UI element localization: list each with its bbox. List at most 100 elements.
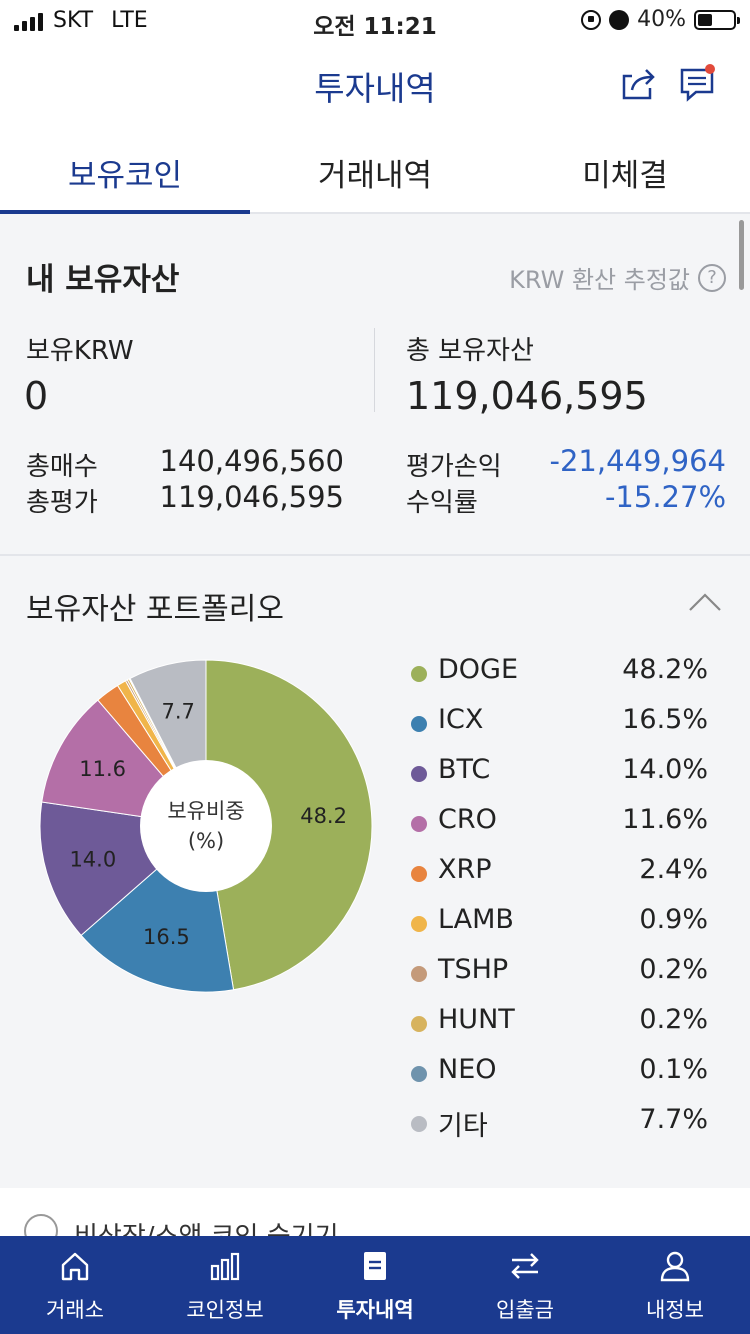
legend-value: 11.6% [622, 804, 708, 835]
legend-swatch [411, 816, 427, 832]
asset-summary: 내 보유자산 KRW 환산 추정값 ? 보유KRW 0 총 보유자산 119,0… [0, 216, 750, 554]
document-icon [364, 1252, 386, 1280]
legend-swatch [411, 1066, 427, 1082]
total-buy-label: 총매수 [26, 452, 98, 482]
legend-label: XRP [438, 854, 492, 885]
legend-item: TSHP 0.2% [408, 954, 718, 1004]
tab-trade-history[interactable]: 거래내역 [317, 158, 433, 194]
carrier: SKT [53, 8, 94, 33]
legend-swatch [411, 666, 427, 682]
legend-label: ICX [438, 704, 484, 735]
legend-value: 2.4% [639, 854, 708, 885]
legend-label: DOGE [438, 654, 519, 685]
slice-label: 7.7 [162, 699, 195, 723]
total-eval-label: 총평가 [26, 488, 98, 518]
app-header: 투자내역 [0, 42, 750, 128]
slice-label: 16.5 [143, 925, 190, 949]
portfolio-legend: DOGE 48.2% ICX 16.5% BTC 14.0% CRO 11.6% XRP 2.4%… [408, 654, 718, 1154]
portfolio-title: 보유자산 포트폴리오 [26, 592, 284, 627]
transfer-icon [511, 1253, 539, 1279]
chat-icon[interactable] [678, 64, 718, 104]
legend-value: 0.2% [639, 1004, 708, 1035]
legend-item: HUNT 0.2% [408, 1004, 718, 1054]
slice-label: 48.2 [300, 804, 347, 828]
legend-label: CRO [438, 804, 497, 835]
tab-open-orders[interactable]: 미체결 [582, 158, 668, 194]
nav-exchange-label: 거래소 [46, 1298, 104, 1322]
legend-label: TSHP [438, 954, 509, 985]
scrollbar[interactable] [739, 220, 744, 290]
chevron-up-icon[interactable] [688, 590, 722, 614]
total-eval-value: 119,046,595 [159, 480, 345, 514]
battery-percent: 40% [637, 7, 686, 32]
alarm-icon [609, 9, 630, 30]
legend-item: CRO 11.6% [408, 804, 718, 854]
help-icon[interactable]: ? [698, 263, 726, 292]
status-bar: SKT LTE 오전 11:21 40% [0, 0, 750, 42]
legend-label: NEO [438, 1054, 497, 1085]
legend-item: NEO 0.1% [408, 1054, 718, 1104]
legend-swatch [411, 766, 427, 782]
total-assets-value: 119,046,595 [406, 374, 648, 418]
nav-investment[interactable]: 투자내역 [300, 1236, 450, 1334]
legend-swatch [411, 716, 427, 732]
tab-holdings[interactable]: 보유코인 [0, 128, 250, 214]
rotation-lock-icon [581, 9, 602, 30]
legend-label: BTC [438, 754, 491, 785]
section-divider [0, 554, 750, 556]
user-icon [660, 1251, 690, 1282]
legend-item: XRP 2.4% [408, 854, 718, 904]
krw-note[interactable]: KRW 환산 추정값 ? [509, 260, 726, 295]
legend-value: 0.9% [639, 904, 708, 935]
nav-coin-info[interactable]: 코인정보 [150, 1236, 300, 1334]
legend-swatch [411, 1016, 427, 1032]
legend-item: BTC 14.0% [408, 754, 718, 804]
home-icon [61, 1252, 89, 1281]
donut-center-unit: (%) [188, 829, 224, 853]
legend-label: LAMB [438, 904, 514, 935]
return-rate-label: 수익률 [406, 488, 478, 518]
nav-coin-info-label: 코인정보 [186, 1298, 264, 1322]
krw-value: 0 [24, 374, 49, 418]
portfolio-donut-chart: 보유비중 (%) 48.2 16.5 14.0 11.6 7.7 [39, 659, 373, 993]
page-title: 투자내역 [314, 69, 436, 108]
nav-exchange[interactable]: 거래소 [0, 1236, 150, 1334]
tab-bar: 보유코인 거래내역 미체결 [0, 128, 750, 214]
legend-swatch [411, 1116, 427, 1132]
slice-label: 14.0 [69, 847, 116, 871]
legend-swatch [411, 866, 427, 882]
total-buy-value: 140,496,560 [159, 444, 345, 478]
total-assets-label: 총 보유자산 [406, 336, 534, 366]
krw-label: 보유KRW [26, 336, 134, 366]
krw-note-label: KRW 환산 추정값 [509, 266, 690, 294]
pie-slice-doge [205, 659, 373, 991]
legend-value: 48.2% [622, 654, 708, 685]
nav-investment-label: 투자내역 [336, 1298, 414, 1322]
notification-dot [705, 64, 715, 74]
legend-item: LAMB 0.9% [408, 904, 718, 954]
legend-value: 0.1% [639, 1054, 708, 1085]
legend-value: 16.5% [622, 704, 708, 735]
legend-label: 기타 [438, 1111, 488, 1142]
legend-item: ICX 16.5% [408, 704, 718, 754]
share-icon[interactable] [618, 64, 658, 104]
legend-value: 7.7% [639, 1104, 708, 1135]
battery-icon [694, 9, 740, 30]
clock: 오전 11:21 [313, 14, 437, 40]
nav-my-info-label: 내정보 [646, 1298, 704, 1322]
nav-my-info[interactable]: 내정보 [600, 1236, 750, 1334]
pnl-label: 평가손익 [406, 452, 502, 482]
network-type: LTE [111, 8, 148, 33]
legend-swatch [411, 966, 427, 982]
bottom-navigation: 거래소 코인정보 투자내역 입출금 내정보 [0, 1236, 750, 1334]
asset-summary-title: 내 보유자산 [26, 262, 180, 298]
pnl-value: -21,449,964 [549, 444, 726, 478]
slice-label: 11.6 [79, 757, 126, 781]
legend-value: 0.2% [639, 954, 708, 985]
divider [374, 328, 375, 412]
legend-value: 14.0% [622, 754, 708, 785]
portfolio-section: 보유자산 포트폴리오 보유비중 (%) 48.2 16.5 14.0 11.6 7.7 … [0, 556, 750, 1186]
donut-hole [140, 760, 272, 892]
nav-deposit-withdraw[interactable]: 입출금 [450, 1236, 600, 1334]
legend-item: DOGE 48.2% [408, 654, 718, 704]
